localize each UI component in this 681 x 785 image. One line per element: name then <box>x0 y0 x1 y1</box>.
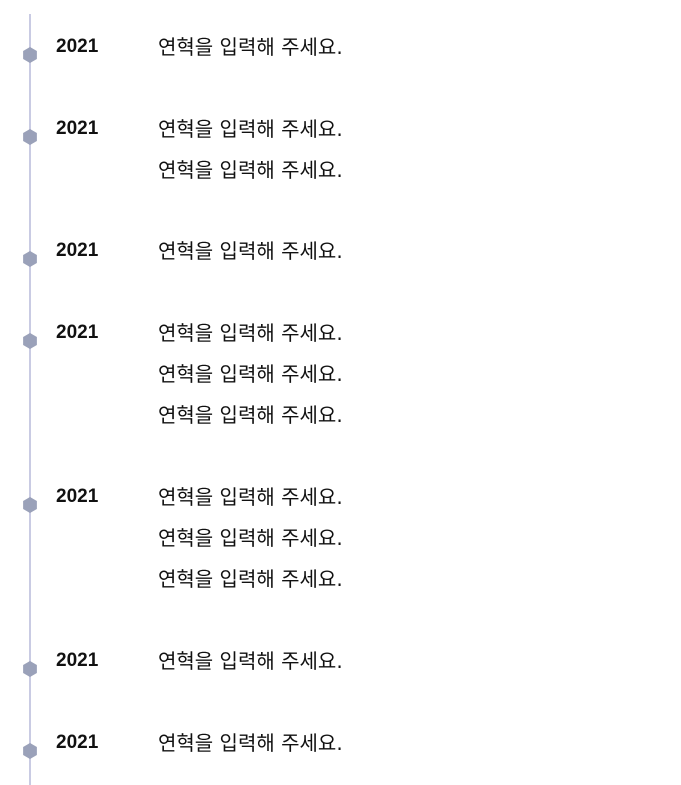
timeline-item: 연혁을 입력해 주세요. <box>158 403 343 427</box>
timeline-items: 연혁을 입력해 주세요. 연혁을 입력해 주세요. <box>158 116 343 198</box>
timeline-item: 연혁을 입력해 주세요. <box>158 321 343 345</box>
hexagon-icon <box>23 129 37 145</box>
timeline-item: 연혁을 입력해 주세요. <box>158 649 343 673</box>
timeline-year: 2021 <box>56 322 99 343</box>
timeline-item: 연혁을 입력해 주세요. <box>158 158 343 182</box>
timeline-item: 연혁을 입력해 주세요. <box>158 239 343 263</box>
timeline-item: 연혁을 입력해 주세요. <box>158 526 343 550</box>
timeline-items: 연혁을 입력해 주세요. <box>158 34 343 75</box>
timeline-item: 연혁을 입력해 주세요. <box>158 731 343 755</box>
timeline-year: 2021 <box>56 732 99 753</box>
timeline-item: 연혁을 입력해 주세요. <box>158 485 343 509</box>
hexagon-icon <box>23 251 37 267</box>
timeline-line <box>29 14 31 785</box>
hexagon-icon <box>23 743 37 759</box>
timeline-items: 연혁을 입력해 주세요. <box>158 648 343 689</box>
timeline-year: 2021 <box>56 650 99 671</box>
timeline-item: 연혁을 입력해 주세요. <box>158 567 343 591</box>
hexagon-icon <box>23 661 37 677</box>
hexagon-icon <box>23 497 37 513</box>
timeline-year: 2021 <box>56 240 99 261</box>
timeline-items: 연혁을 입력해 주세요. 연혁을 입력해 주세요. 연혁을 입력해 주세요. <box>158 484 343 607</box>
timeline-item: 연혁을 입력해 주세요. <box>158 117 343 141</box>
timeline-year: 2021 <box>56 36 99 57</box>
timeline-item: 연혁을 입력해 주세요. <box>158 362 343 386</box>
timeline-items: 연혁을 입력해 주세요. <box>158 730 343 771</box>
hexagon-icon <box>23 47 37 63</box>
timeline-item: 연혁을 입력해 주세요. <box>158 35 343 59</box>
timeline-year: 2021 <box>56 486 99 507</box>
timeline-items: 연혁을 입력해 주세요. 연혁을 입력해 주세요. 연혁을 입력해 주세요. <box>158 320 343 443</box>
timeline-year: 2021 <box>56 118 99 139</box>
hexagon-icon <box>23 333 37 349</box>
timeline-items: 연혁을 입력해 주세요. <box>158 238 343 279</box>
